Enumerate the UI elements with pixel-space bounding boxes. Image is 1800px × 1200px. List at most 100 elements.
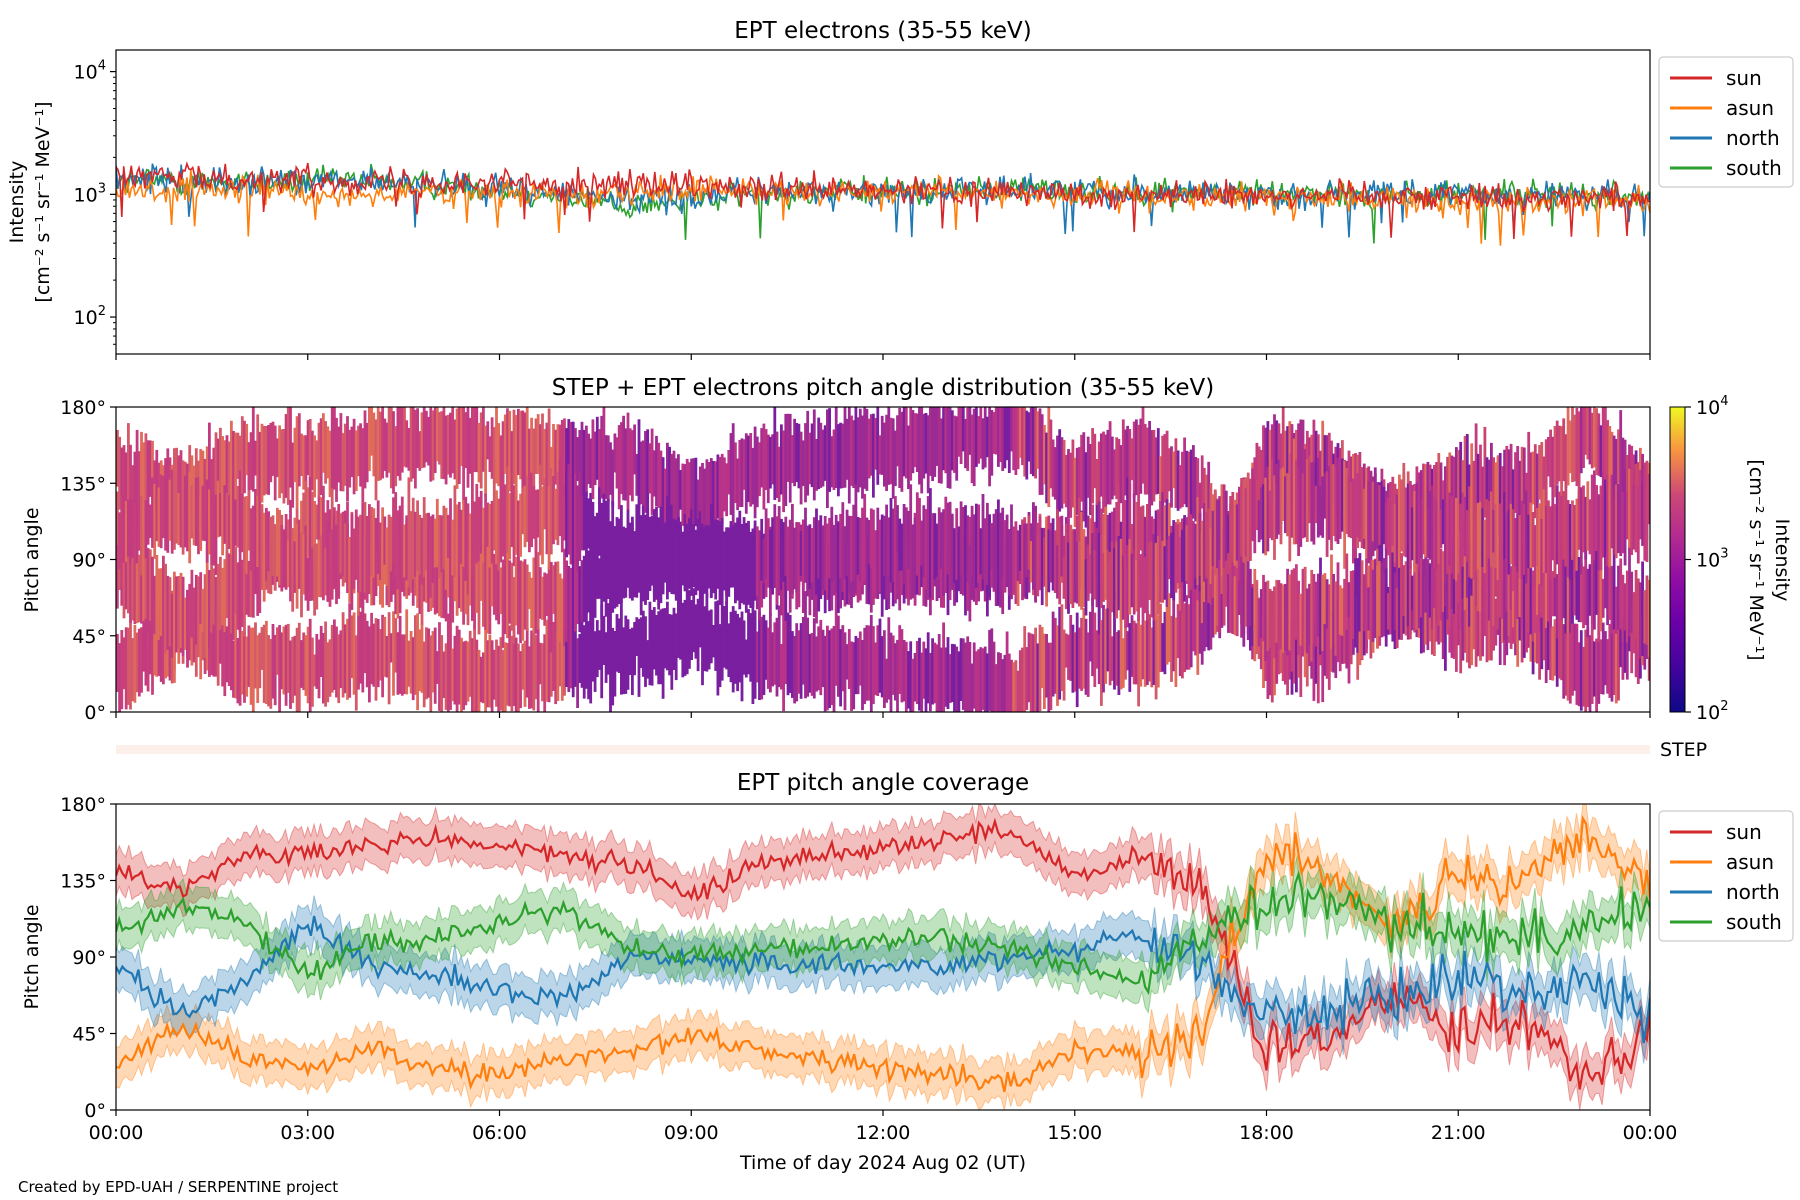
heatmap-cell: [192, 477, 196, 546]
heatmap-cell: [674, 458, 678, 521]
heatmap-cell: [1275, 420, 1279, 484]
heatmap-cell: [1152, 429, 1156, 502]
heatmap-cell: [262, 512, 266, 585]
heatmap-cell: [1238, 559, 1241, 615]
heatmap-cell: [804, 423, 807, 503]
heatmap-cell: [247, 442, 251, 503]
heatmap-cell: [598, 558, 601, 599]
heatmap-cell: [1505, 512, 1509, 580]
heatmap-cell: [1222, 550, 1226, 626]
heatmap-cell: [896, 505, 899, 553]
heatmap-cell: [308, 560, 312, 601]
heatmap-cell: [1358, 553, 1362, 632]
heatmap-cell: [1005, 407, 1009, 461]
heatmap-cell: [690, 532, 693, 582]
heatmap-cell: [1577, 411, 1581, 505]
heatmap-cell: [819, 515, 823, 576]
heatmap-cell: [1284, 476, 1287, 534]
heatmap-cell: [571, 475, 575, 542]
heatmap-cell: [703, 536, 707, 585]
heatmap-cell: [249, 541, 253, 618]
heatmap-cell: [646, 429, 650, 523]
panel3-legend: sun asun north south: [1658, 810, 1794, 942]
heatmap-cell: [931, 513, 934, 601]
heatmap-cell: [637, 419, 641, 510]
heatmap-cell: [591, 597, 595, 682]
heatmap-cell: [926, 632, 930, 704]
heatmap-cell: [863, 493, 867, 581]
heatmap-cell: [841, 625, 845, 692]
heatmap-cell: [883, 422, 886, 487]
heatmap-cell: [709, 504, 713, 599]
heatmap-cell: [1433, 495, 1436, 568]
heatmap-cell: [1610, 619, 1614, 702]
heatmap-cell: [738, 440, 742, 507]
heatmap-cell: [350, 513, 354, 610]
heatmap-cell: [1389, 568, 1392, 635]
heatmap-cell: [775, 431, 779, 498]
heatmap-cell: [1472, 594, 1476, 650]
heatmap-cell: [519, 410, 522, 480]
heatmap-cell: [747, 525, 750, 588]
heatmap-cell: [806, 525, 810, 592]
panel2-ylabel: Pitch angle: [21, 507, 43, 612]
heatmap-cell: [869, 558, 873, 613]
heatmap-cell: [1106, 514, 1110, 567]
heatmap-cell: [322, 413, 325, 473]
heatmap-cell: [1606, 553, 1609, 626]
heatmap-cell: [1202, 585, 1206, 652]
heatmap-cell: [409, 631, 413, 694]
heatmap-cell: [1551, 503, 1555, 561]
heatmap-cell: [394, 426, 398, 487]
heatmap-cell: [1472, 460, 1476, 529]
heatmap-cell: [302, 533, 306, 595]
heatmap-cell: [1492, 457, 1495, 510]
heatmap-cell: [1194, 587, 1197, 656]
heatmap-cell: [867, 418, 871, 479]
heatmap-cell: [786, 526, 790, 591]
heatmap-cell: [525, 564, 529, 632]
heatmap-cell: [1621, 437, 1625, 508]
heatmap-cell: [1018, 650, 1022, 712]
heatmap-cell: [1110, 541, 1114, 613]
heatmap-cell: [1538, 591, 1541, 680]
heatmap-cell: [830, 628, 834, 705]
heatmap-cell: [1419, 498, 1423, 559]
y-tick-label: 45°: [72, 626, 106, 648]
heatmap-cell: [913, 413, 917, 468]
heatmap-cell: [265, 507, 268, 582]
heatmap-cell: [1610, 565, 1614, 635]
heatmap-cell: [514, 637, 518, 712]
heatmap-cell: [234, 432, 238, 502]
heatmap-cell: [1183, 515, 1186, 602]
heatmap-cell: [512, 631, 516, 706]
heatmap-cell: [1334, 467, 1338, 542]
heatmap-cell: [1124, 500, 1127, 559]
heatmap-cell: [589, 438, 593, 488]
heatmap-cell: [966, 636, 970, 712]
heatmap-cell: [918, 498, 921, 596]
heatmap-cell: [1244, 488, 1248, 557]
heatmap-cell: [646, 640, 650, 679]
heatmap-cell: [920, 407, 924, 494]
heatmap-cell: [159, 474, 163, 549]
heatmap-cell: [131, 525, 135, 621]
heatmap-cell: [484, 425, 487, 497]
heatmap-cell: [1444, 504, 1447, 583]
heatmap-cell: [280, 525, 284, 592]
heatmap-cell: [679, 521, 682, 586]
heatmap-cell: [1487, 501, 1491, 559]
heatmap-cell: [850, 641, 853, 711]
heatmap-cell: [760, 428, 764, 488]
heatmap-cell: [359, 423, 362, 487]
heatmap-cell: [398, 407, 402, 481]
colorbar-tick-label: 104: [1696, 394, 1728, 419]
heatmap-cell: [1474, 585, 1478, 667]
heatmap-cell: [361, 428, 365, 503]
heatmap-cell: [609, 549, 612, 619]
heatmap-cell: [462, 545, 465, 625]
heatmap-cell: [1321, 420, 1325, 496]
heatmap-cell: [1292, 568, 1296, 673]
heatmap-cell: [913, 653, 917, 702]
heatmap-cell: [317, 539, 321, 597]
